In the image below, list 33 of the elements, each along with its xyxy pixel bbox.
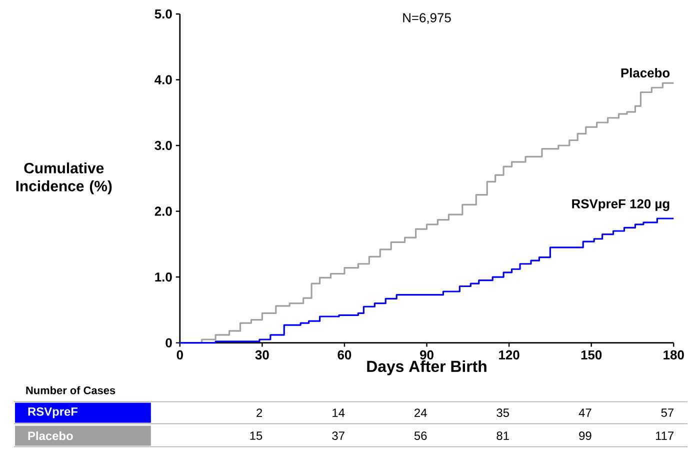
text: Placebo [28,431,73,440]
x-tick-label: 180 [664,350,684,360]
text: 15 [250,432,262,440]
chart-title: N=6,975 [403,13,451,24]
x-tick-label: 150 [581,350,602,360]
text: 2 [256,408,262,418]
x-tick-label: 90 [420,350,434,360]
y-tick-label: 2.0 [154,206,172,216]
y-axis-title: Cumulative Incidence (%) [16,162,112,194]
x-tick-label: 120 [499,350,520,360]
text: Number of Cases [26,386,116,394]
y-tick-label: 0 [166,338,172,348]
x-tick-label: 30 [255,350,269,360]
text: 56 [414,432,427,440]
text: 47 [578,408,592,417]
y-tick-label: 4.0 [154,75,172,84]
text: 99 [579,432,592,440]
x-tick-label: 0 [176,350,183,360]
text: 57 [661,408,674,418]
x-axis-title: Days After Birth [367,360,486,376]
series-label: RSVpreF 120 µg [572,199,670,212]
text: 81 [496,432,509,440]
x-tick-label: 60 [338,350,352,360]
text: 117 [656,432,674,440]
y-tick-label: 3.0 [154,141,172,150]
text: 35 [496,408,509,418]
text: 37 [332,432,344,440]
text: RSVpreF [28,407,78,418]
series-label: Placebo [621,68,670,78]
y-tick-label: 5.0 [154,10,172,19]
text: 14 [332,408,345,417]
y-tick-label: 1.0 [155,272,172,282]
text: 24 [414,408,427,418]
